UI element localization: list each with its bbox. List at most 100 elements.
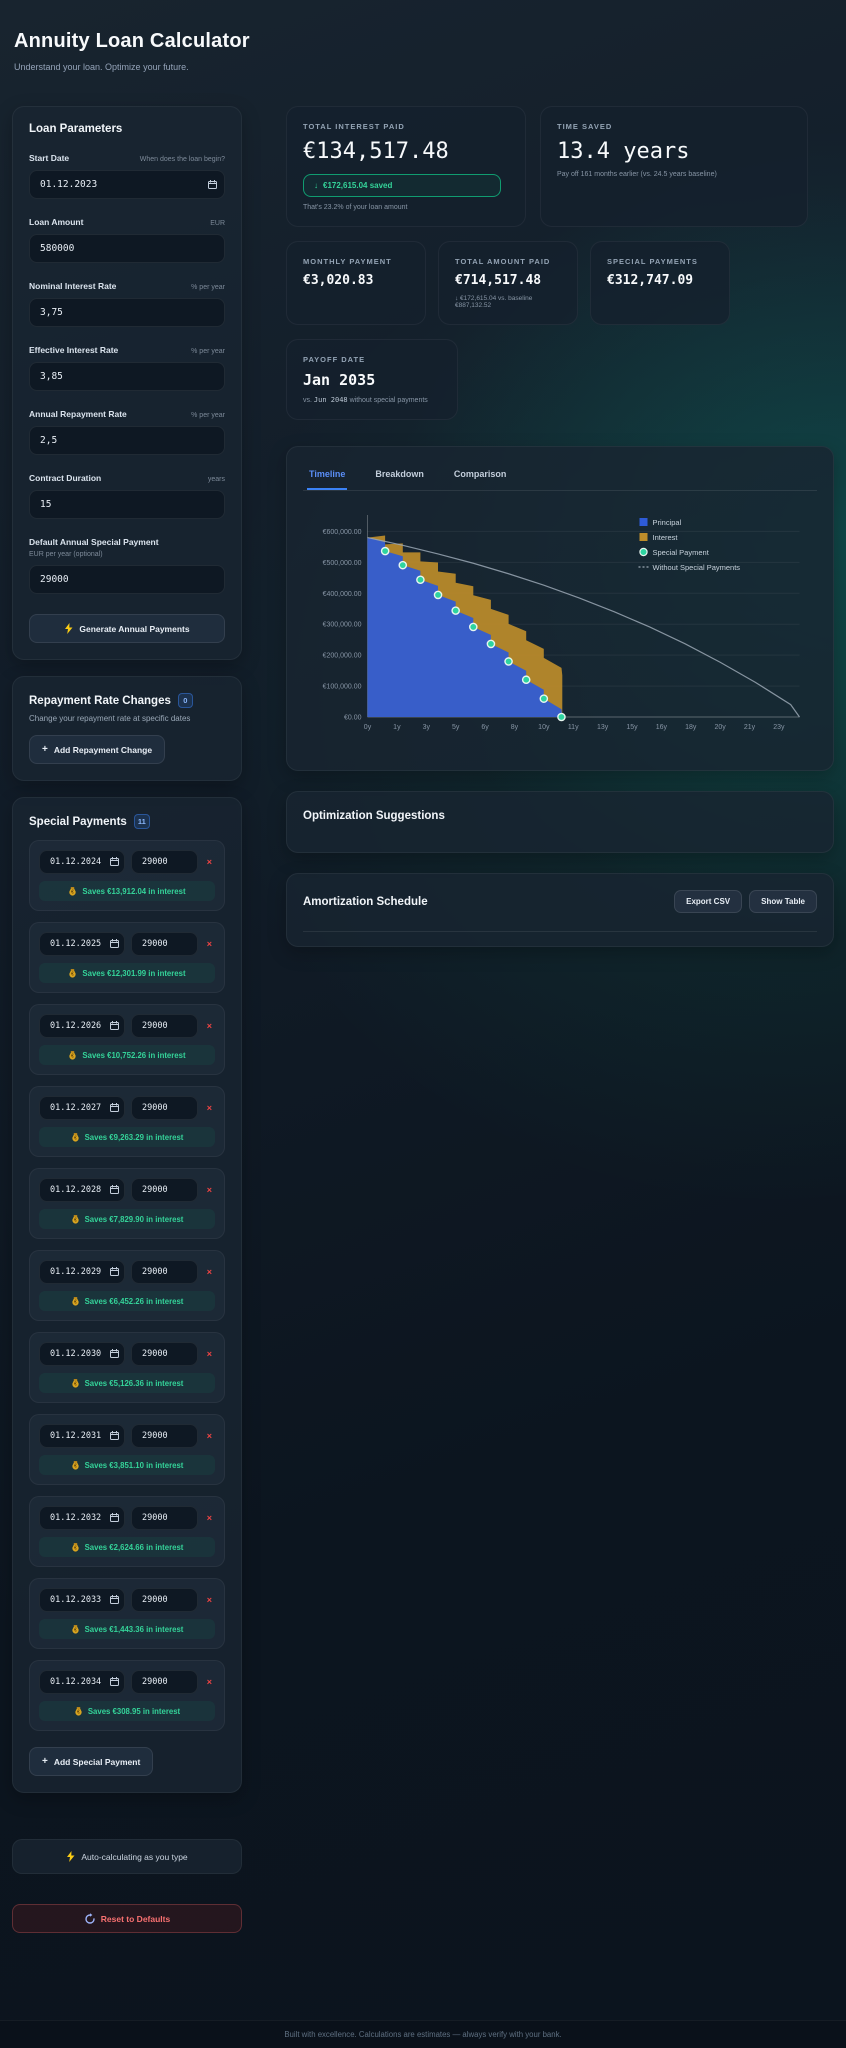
svg-text:3y: 3y <box>423 724 431 731</box>
monthly-payment-value: €3,020.83 <box>303 273 374 288</box>
duration-input[interactable] <box>29 490 225 519</box>
calendar-icon[interactable] <box>110 1513 119 1523</box>
calendar-icon[interactable] <box>110 1349 119 1359</box>
money-bag-icon <box>71 1297 79 1306</box>
special-payment-amount-input[interactable] <box>131 1096 198 1120</box>
start-date-input[interactable] <box>29 170 225 199</box>
nominal-rate-hint: % per year <box>191 284 225 291</box>
tab-timeline[interactable]: Timeline <box>307 463 348 490</box>
svg-text:8y: 8y <box>511 724 519 731</box>
remove-special-payment-button[interactable]: × <box>204 1265 215 1279</box>
total-interest-card: TOTAL INTEREST PAID €134,517.48 ↓ €172,6… <box>286 106 526 227</box>
left-column: Loan Parameters Start Date When does the… <box>12 106 242 1933</box>
arrow-down-icon: ↓ <box>314 181 318 190</box>
tab-breakdown[interactable]: Breakdown <box>375 469 424 479</box>
calendar-icon[interactable] <box>110 1267 119 1277</box>
remove-special-payment-button[interactable]: × <box>204 1675 215 1689</box>
calendar-icon[interactable] <box>110 1103 119 1113</box>
generate-annual-payments-button[interactable]: Generate Annual Payments <box>29 614 225 643</box>
money-bag-icon <box>71 1379 79 1388</box>
special-payment-amount-input[interactable] <box>131 1342 198 1366</box>
svg-text:10y: 10y <box>538 724 550 731</box>
time-saved-label: TIME SAVED <box>557 122 613 131</box>
remove-special-payment-button[interactable]: × <box>204 1429 215 1443</box>
remove-special-payment-button[interactable]: × <box>204 1347 215 1361</box>
nominal-rate-input[interactable] <box>29 298 225 327</box>
add-special-payment-button[interactable]: + Add Special Payment <box>29 1747 154 1776</box>
total-paid-label: TOTAL AMOUNT PAID <box>455 257 551 266</box>
money-bag-icon <box>71 1461 79 1470</box>
special-payments-total-label: SPECIAL PAYMENTS <box>607 257 698 266</box>
duration-label: Contract Duration <box>29 473 102 483</box>
loan-amount-field: Loan Amount EUR <box>29 217 225 263</box>
timeline-chart-svg: €0.00 €100,000.00 €200,000.00 €300,000.00 €4… <box>323 515 800 731</box>
calendar-icon[interactable] <box>110 939 119 949</box>
repayment-rate-input[interactable] <box>29 426 225 455</box>
special-payment-amount-input[interactable] <box>131 1260 198 1284</box>
svg-text:Without Special Payments: Without Special Payments <box>653 563 741 572</box>
tab-comparison[interactable]: Comparison <box>453 469 507 479</box>
interest-savings-badge: Saves €308.95 in interest <box>39 1701 215 1721</box>
interest-saved-badge: ↓ €172,615.04 saved <box>303 174 501 197</box>
start-date-label: Start Date <box>29 153 70 163</box>
savings-text: Saves €9,263.29 in interest <box>84 1132 184 1142</box>
duration-hint: years <box>207 476 225 483</box>
special-payment-amount-input[interactable] <box>131 1014 198 1038</box>
add-repayment-change-button[interactable]: + Add Repayment Change <box>29 735 166 764</box>
loan-parameters-title: Loan Parameters <box>29 123 123 135</box>
loan-amount-hint: EUR <box>210 220 225 227</box>
calendar-icon[interactable] <box>110 1185 119 1195</box>
calendar-icon[interactable] <box>110 1677 119 1687</box>
svg-text:20y: 20y <box>715 724 727 731</box>
rate-changes-title: Repayment Rate Changes <box>29 694 171 707</box>
default-special-input[interactable] <box>29 565 225 594</box>
special-payment-amount-input[interactable] <box>131 1178 198 1202</box>
savings-text: Saves €5,126.36 in interest <box>84 1378 184 1388</box>
timeline-chart: €0.00 €100,000.00 €200,000.00 €300,000.00 €4… <box>303 511 817 754</box>
svg-text:€500,000.00: €500,000.00 <box>323 560 362 567</box>
special-payment-amount-input[interactable] <box>131 850 198 874</box>
remove-special-payment-button[interactable]: × <box>204 1511 215 1525</box>
plus-icon: + <box>42 744 48 755</box>
svg-text:18y: 18y <box>685 724 697 731</box>
effective-rate-input[interactable] <box>29 362 225 391</box>
show-table-button[interactable]: Show Table <box>749 890 817 913</box>
money-bag-icon <box>71 1133 79 1142</box>
time-saved-value: 13.4 years <box>557 139 690 164</box>
loan-amount-input[interactable] <box>29 234 225 263</box>
interest-savings-badge: Saves €3,851.10 in interest <box>39 1455 215 1475</box>
remove-special-payment-button[interactable]: × <box>204 1183 215 1197</box>
calendar-icon[interactable] <box>110 1595 119 1605</box>
total-interest-label: TOTAL INTEREST PAID <box>303 122 405 131</box>
calendar-icon[interactable] <box>110 1431 119 1441</box>
special-payment-amount-input[interactable] <box>131 1424 198 1448</box>
reset-to-defaults-button[interactable]: Reset to Defaults <box>12 1904 242 1933</box>
calendar-icon[interactable] <box>110 857 119 867</box>
export-csv-button[interactable]: Export CSV <box>674 890 743 913</box>
svg-text:16y: 16y <box>656 724 668 731</box>
duration-field: Contract Duration years <box>29 473 225 519</box>
remove-special-payment-button[interactable]: × <box>204 1593 215 1607</box>
special-payments-total-card: SPECIAL PAYMENTS €312,747.09 <box>590 241 730 325</box>
svg-text:€300,000.00: €300,000.00 <box>323 622 362 629</box>
calendar-icon[interactable] <box>110 1021 119 1031</box>
special-payment-date-input[interactable] <box>39 1670 125 1694</box>
special-payment-amount-input[interactable] <box>131 1670 198 1694</box>
remove-special-payment-button[interactable]: × <box>204 937 215 951</box>
loan-amount-label: Loan Amount <box>29 217 84 227</box>
calendar-icon[interactable] <box>208 179 217 190</box>
special-payment-amount-input[interactable] <box>131 932 198 956</box>
monthly-payment-card: MONTHLY PAYMENT €3,020.83 <box>286 241 426 325</box>
special-payment-amount-input[interactable] <box>131 1506 198 1530</box>
svg-text:6y: 6y <box>481 724 489 731</box>
special-payments-panel: Special Payments 11 × Saves €13,912.04 i… <box>12 797 242 1793</box>
interest-savings-badge: Saves €1,443.36 in interest <box>39 1619 215 1639</box>
svg-text:13y: 13y <box>597 724 609 731</box>
special-payment-item: × Saves €7,829.90 in interest <box>29 1168 225 1239</box>
special-payment-amount-input[interactable] <box>131 1588 198 1612</box>
divider <box>303 931 817 932</box>
remove-special-payment-button[interactable]: × <box>204 1019 215 1033</box>
remove-special-payment-button[interactable]: × <box>204 1101 215 1115</box>
auto-calculating-status: Auto-calculating as you type <box>12 1839 242 1874</box>
remove-special-payment-button[interactable]: × <box>204 855 215 869</box>
